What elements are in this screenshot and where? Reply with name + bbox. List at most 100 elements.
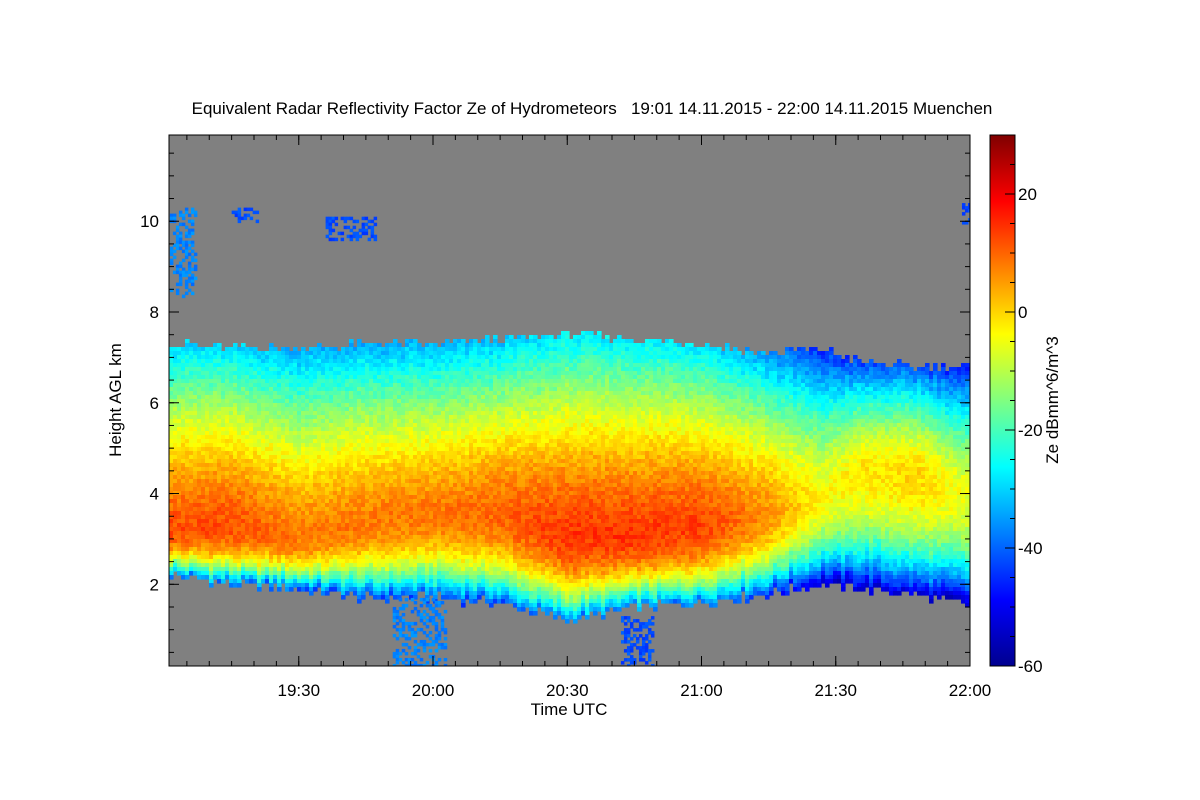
reflectivity-cell — [465, 531, 470, 536]
reflectivity-cell — [485, 335, 490, 340]
reflectivity-cell — [253, 467, 258, 472]
reflectivity-cell — [241, 359, 246, 364]
reflectivity-cell — [317, 371, 322, 376]
reflectivity-cell — [365, 451, 370, 456]
reflectivity-cell — [253, 407, 258, 412]
reflectivity-cell — [397, 503, 402, 508]
reflectivity-cell — [253, 543, 258, 548]
reflectivity-cell — [225, 403, 230, 408]
reflectivity-cell — [233, 523, 238, 528]
reflectivity-cell — [309, 515, 314, 520]
reflectivity-cell — [365, 407, 370, 412]
reflectivity-cell — [485, 519, 490, 524]
reflectivity-cell — [301, 399, 306, 404]
reflectivity-cell — [437, 539, 442, 544]
reflectivity-cell — [429, 527, 434, 532]
reflectivity-cell — [421, 531, 426, 536]
reflectivity-cell — [249, 399, 254, 404]
reflectivity-cell — [465, 355, 470, 360]
reflectivity-cell — [345, 399, 350, 404]
reflectivity-cell — [293, 451, 298, 456]
reflectivity-cell — [301, 383, 306, 388]
reflectivity-cell — [401, 347, 406, 352]
reflectivity-cell — [245, 359, 250, 364]
reflectivity-cell — [385, 439, 390, 444]
reflectivity-cell — [385, 563, 390, 568]
reflectivity-cell — [225, 347, 230, 352]
reflectivity-cell — [253, 507, 258, 512]
reflectivity-cell — [241, 507, 246, 512]
reflectivity-cell — [257, 375, 262, 380]
reflectivity-cell — [477, 391, 482, 396]
reflectivity-column — [325, 347, 330, 596]
reflectivity-cell — [265, 407, 270, 412]
reflectivity-cell — [341, 563, 346, 568]
reflectivity-cell — [249, 371, 254, 376]
reflectivity-cell — [189, 443, 194, 448]
reflectivity-cell — [449, 555, 454, 560]
reflectivity-cell — [385, 543, 390, 548]
reflectivity-cell — [217, 463, 222, 468]
reflectivity-cell — [417, 583, 422, 588]
reflectivity-cell — [429, 491, 434, 496]
reflectivity-cell — [369, 423, 374, 428]
reflectivity-cell — [297, 503, 302, 508]
reflectivity-cell — [177, 351, 182, 356]
reflectivity-cell — [441, 571, 446, 576]
reflectivity-cell — [461, 483, 466, 488]
reflectivity-cell — [197, 539, 202, 544]
reflectivity-cell — [297, 551, 302, 556]
reflectivity-cell — [257, 491, 262, 496]
reflectivity-cell — [185, 471, 190, 476]
reflectivity-cell — [193, 419, 198, 424]
reflectivity-cell — [429, 487, 434, 492]
reflectivity-cell — [433, 407, 438, 412]
reflectivity-cell — [317, 363, 322, 368]
reflectivity-cell — [341, 579, 346, 584]
reflectivity-cell — [353, 575, 358, 580]
reflectivity-cell — [297, 455, 302, 460]
reflectivity-cell — [209, 415, 214, 420]
reflectivity-cell — [313, 439, 318, 444]
reflectivity-cell — [169, 419, 174, 424]
reflectivity-cell — [317, 527, 322, 532]
reflectivity-cell — [225, 527, 230, 532]
reflectivity-cell — [221, 451, 226, 456]
reflectivity-cell — [429, 407, 434, 412]
reflectivity-cell — [185, 411, 190, 416]
reflectivity-cell — [189, 471, 194, 476]
reflectivity-cell — [209, 463, 214, 468]
reflectivity-cell — [209, 483, 214, 488]
reflectivity-cell — [177, 547, 182, 552]
reflectivity-cell — [333, 475, 338, 480]
reflectivity-cell — [321, 403, 326, 408]
reflectivity-cell — [389, 587, 394, 592]
reflectivity-cell — [413, 527, 418, 532]
reflectivity-cell — [413, 507, 418, 512]
reflectivity-cell — [189, 343, 194, 348]
reflectivity-cell — [265, 355, 270, 360]
reflectivity-cell — [273, 395, 278, 400]
reflectivity-cell — [397, 563, 402, 568]
reflectivity-cell — [277, 555, 282, 560]
reflectivity-cell — [217, 579, 222, 584]
reflectivity-cell — [449, 371, 454, 376]
reflectivity-column — [425, 343, 430, 604]
reflectivity-cell — [473, 579, 478, 584]
reflectivity-cell — [253, 411, 258, 416]
reflectivity-cell — [245, 487, 250, 492]
reflectivity-cell — [449, 343, 454, 348]
reflectivity-cell — [333, 511, 338, 516]
reflectivity-cell — [437, 463, 442, 468]
reflectivity-cell — [269, 435, 274, 440]
reflectivity-cell — [473, 483, 478, 488]
reflectivity-cell — [401, 575, 406, 580]
reflectivity-cell — [373, 355, 378, 360]
reflectivity-cell — [397, 539, 402, 544]
reflectivity-cell — [465, 519, 470, 524]
reflectivity-cell — [385, 595, 390, 600]
reflectivity-cell — [369, 495, 374, 500]
reflectivity-cell — [313, 491, 318, 496]
reflectivity-cell — [233, 363, 238, 368]
reflectivity-cell — [237, 459, 242, 464]
